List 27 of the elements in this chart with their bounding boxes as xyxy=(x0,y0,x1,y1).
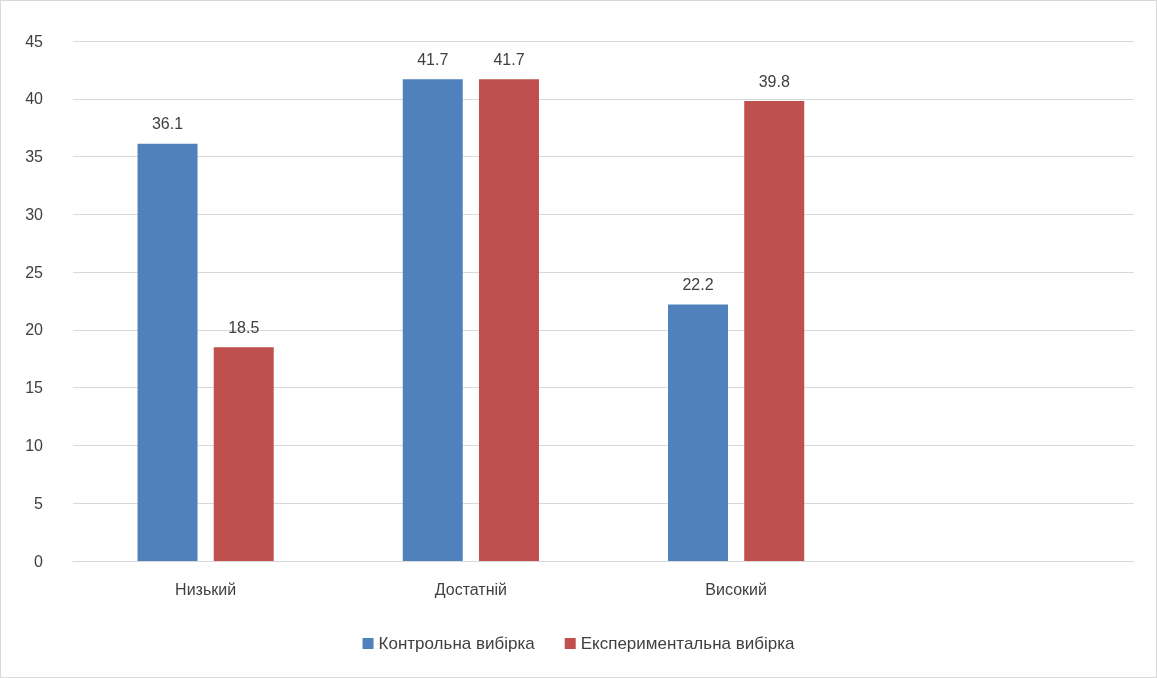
bar xyxy=(478,79,539,561)
y-tick-label: 20 xyxy=(25,321,44,339)
y-tick-label: 15 xyxy=(25,379,44,397)
y-tick-label: 10 xyxy=(25,436,44,454)
x-tick-label: Високий xyxy=(705,580,767,598)
bar xyxy=(744,101,805,561)
bar xyxy=(402,79,463,561)
y-tick-label: 0 xyxy=(34,552,44,570)
data-label: 18.5 xyxy=(228,318,260,336)
x-tick-label: Достатній xyxy=(434,580,508,598)
data-label: 41.7 xyxy=(417,50,449,68)
bar xyxy=(137,143,198,561)
bar xyxy=(213,347,274,561)
y-tick-label: 30 xyxy=(25,205,44,223)
y-tick-label: 40 xyxy=(25,90,44,108)
data-label: 39.8 xyxy=(758,72,790,90)
data-label: 22.2 xyxy=(682,275,714,293)
legend-label: Експериментальна вибірка xyxy=(580,634,796,653)
y-tick-label: 25 xyxy=(25,263,44,281)
y-tick-label: 35 xyxy=(25,148,44,166)
data-label: 36.1 xyxy=(151,115,184,133)
data-label: 41.7 xyxy=(493,50,525,68)
y-tick-label: 45 xyxy=(25,32,44,50)
y-tick-label: 5 xyxy=(34,494,44,512)
bar xyxy=(668,304,729,561)
x-tick-label: Низький xyxy=(175,580,237,598)
legend-label: Контрольна вибірка xyxy=(378,634,536,653)
